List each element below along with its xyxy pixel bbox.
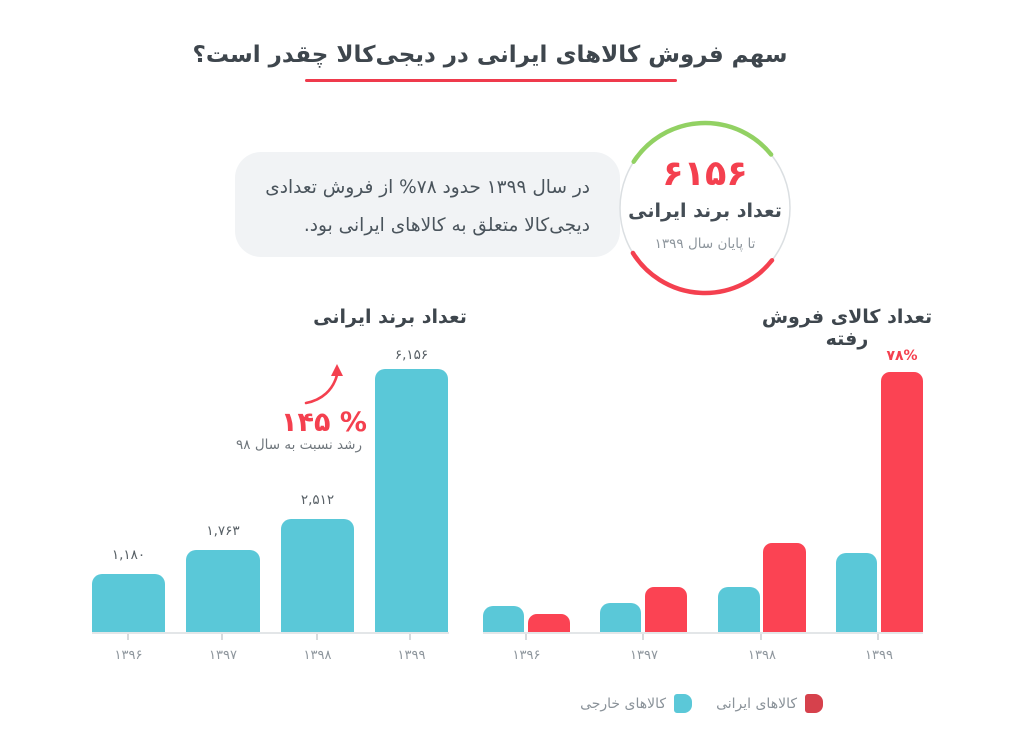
left-bar-1399 <box>375 369 448 633</box>
left-year-1399: ۱۳۹۹ <box>397 648 426 663</box>
legend-item-iranian: کالاهای ایرانی <box>716 694 823 713</box>
right-chart-title: تعداد کالای فروش رفته <box>761 306 933 350</box>
legend-swatch-cyan-icon <box>674 694 693 713</box>
summary-line-2: دیجی‌کالا متعلق به کالاهای ایرانی بود. <box>303 215 590 236</box>
left-bar-1398 <box>281 519 354 633</box>
badge-sublabel: تا پایان سال ۱۳۹۹ <box>654 236 756 252</box>
right-bar-foreign-1397 <box>600 603 641 633</box>
left-year-1398: ۱۳۹۸ <box>303 648 332 663</box>
right-top-annotation: ۷۸% <box>886 348 918 364</box>
summary-line-1: در سال ۱۳۹۹ حدود ۷۸% از فروش تعدادی <box>265 177 590 198</box>
legend-item-foreign: کالاهای خارجی <box>580 694 693 713</box>
growth-percent: ۱۴۵ % <box>281 407 367 438</box>
left-tick-1398 <box>316 634 318 640</box>
summary-box: در سال ۱۳۹۹ حدود ۷۸% از فروش تعدادی دیجی… <box>235 152 620 257</box>
title-underline <box>305 79 677 82</box>
right-bar-iranian-1398 <box>763 543 806 633</box>
left-bar-1396 <box>92 574 165 633</box>
right-tick-1399 <box>877 634 879 640</box>
right-tick-1398 <box>760 634 762 640</box>
legend-swatch-red-icon <box>805 694 823 713</box>
page-title: سهم فروش کالاهای ایرانی در دیجی‌کالا چقد… <box>192 42 788 68</box>
badge-red-arc <box>630 250 775 296</box>
growth-arrow-icon <box>304 364 343 405</box>
left-year-1397: ۱۳۹۷ <box>209 648 237 663</box>
right-bar-foreign-1398 <box>718 587 760 633</box>
badge-label: تعداد برند ایرانی <box>628 200 782 222</box>
left-bar-1397 <box>186 550 260 633</box>
right-chart-x-axis <box>483 632 923 634</box>
chart-legend: کالاهای ایرانی کالاهای خارجی <box>580 694 823 713</box>
left-tick-1397 <box>221 634 223 640</box>
growth-caption: رشد نسبت به سال ۹۸ <box>236 437 362 453</box>
legend-label-iranian: کالاهای ایرانی <box>716 695 797 712</box>
right-bar-iranian-1397 <box>645 587 687 633</box>
left-chart-title: تعداد برند ایرانی <box>313 306 467 328</box>
right-year-1396: ۱۳۹۶ <box>512 648 541 663</box>
left-bar-value-1396: ۱,۱۸۰ <box>111 547 146 563</box>
right-tick-1397 <box>642 634 644 640</box>
right-bar-iranian-1396 <box>528 614 570 633</box>
badge-circle-icon <box>619 120 791 296</box>
right-year-1399: ۱۳۹۹ <box>865 648 893 663</box>
right-bar-foreign-1396 <box>483 606 524 633</box>
right-tick-1396 <box>525 634 527 640</box>
left-tick-1399 <box>409 634 411 640</box>
left-year-1396: ۱۳۹۶ <box>114 648 143 663</box>
legend-label-foreign: کالاهای خارجی <box>580 695 667 712</box>
left-bar-value-1398: ۲,۵۱۲ <box>300 492 335 508</box>
badge-green-arc <box>631 120 774 164</box>
badge-value: ۶۱۵۶ <box>662 154 748 194</box>
right-bar-foreign-1399 <box>836 553 877 633</box>
left-bar-value-1399: ۶,۱۵۶ <box>394 347 429 363</box>
left-bar-value-1397: ۱,۷۶۳ <box>206 523 240 539</box>
left-tick-1396 <box>127 634 129 640</box>
right-bar-iranian-1399 <box>881 372 923 633</box>
right-year-1397: ۱۳۹۷ <box>630 648 658 663</box>
right-year-1398: ۱۳۹۸ <box>748 648 776 663</box>
left-chart-x-axis <box>92 632 449 634</box>
